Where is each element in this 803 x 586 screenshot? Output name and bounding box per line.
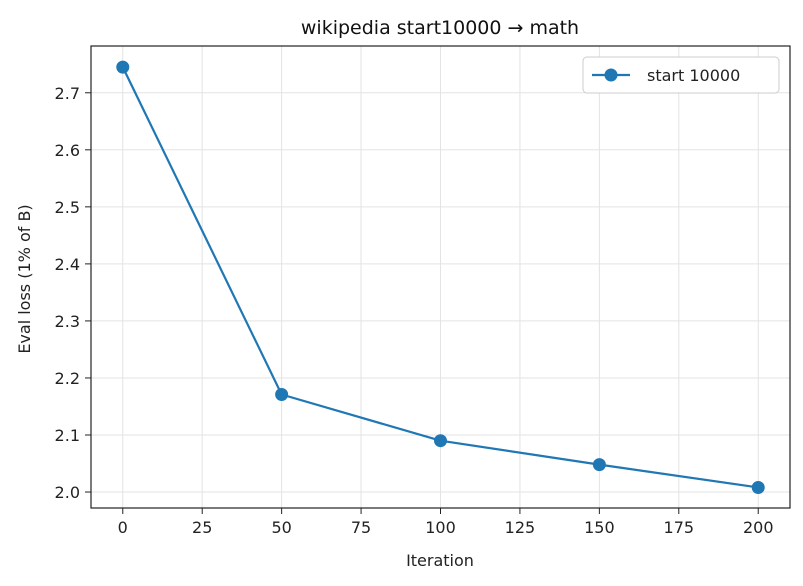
legend-marker-swatch [604, 68, 618, 82]
x-tick-label: 125 [505, 518, 536, 537]
chart-title: wikipedia start10000 → math [301, 17, 579, 39]
legend-box [582, 56, 780, 94]
x-tick-label: 175 [664, 518, 695, 537]
y-tick-label: 2.7 [55, 84, 80, 103]
y-tick-label: 2.2 [55, 369, 80, 388]
legend: start 10000 [582, 56, 780, 94]
x-tick-label: 100 [425, 518, 456, 537]
y-tick-label: 2.6 [55, 141, 80, 160]
x-tick-label: 25 [192, 518, 212, 537]
y-axis-ticks: 2.0 2.1 2.2 2.3 2.4 2.5 2.6 2.7 [55, 84, 91, 502]
y-axis-title: Eval loss (1% of B) [15, 204, 34, 353]
data-point [434, 434, 447, 448]
data-point [751, 480, 765, 494]
x-tick-label: 50 [271, 518, 291, 537]
x-tick-label: 0 [118, 518, 128, 537]
x-axis-title: Iteration [406, 551, 474, 570]
series-layer [116, 60, 765, 494]
y-tick-label: 2.0 [55, 483, 80, 502]
x-axis-ticks: 0 25 50 75 100 125 150 175 200 [118, 508, 774, 537]
y-tick-label: 2.3 [55, 312, 80, 331]
data-point [275, 387, 289, 401]
legend-entry-label: start 10000 [647, 66, 740, 85]
y-tick-label: 2.5 [55, 198, 80, 217]
y-tick-label: 2.4 [55, 255, 80, 274]
x-tick-label: 200 [743, 518, 774, 537]
data-point [592, 458, 606, 472]
x-tick-label: 75 [351, 518, 371, 537]
data-point [116, 60, 130, 74]
x-tick-label: 150 [584, 518, 615, 537]
y-tick-label: 2.1 [55, 426, 80, 445]
